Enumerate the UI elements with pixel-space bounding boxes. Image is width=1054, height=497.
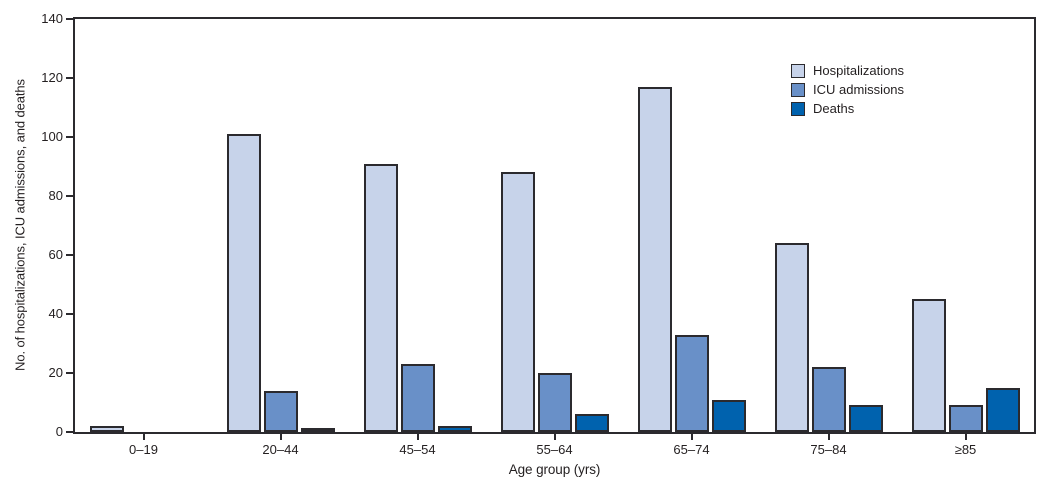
y-tick-mark: [66, 195, 73, 197]
y-tick-label: 80: [48, 188, 63, 203]
y-tick-label: 60: [48, 247, 63, 262]
deaths-swatch-icon: [791, 101, 805, 116]
y-tick-label: 120: [41, 70, 63, 85]
legend-label: Hospitalizations: [813, 63, 905, 78]
y-tick-mark: [66, 77, 73, 79]
bar-hospitalizations: [89, 426, 124, 432]
y-tick-label: 40: [48, 306, 63, 321]
y-tick-mark: [66, 372, 73, 374]
bar-deaths: [711, 399, 746, 432]
x-tick-label: 75–84: [810, 442, 847, 457]
y-tick-label: 0: [55, 424, 63, 439]
x-tick-mark: [964, 434, 967, 440]
y-axis-title: No. of hospitalizations, ICU admissions,…: [12, 79, 28, 371]
x-tick-mark: [553, 434, 556, 440]
bar-icu-admissions: [263, 390, 298, 432]
x-tick-label: 45–54: [399, 442, 436, 457]
y-tick-label: 140: [41, 11, 63, 26]
x-tick-label: 0–19: [129, 442, 158, 457]
icu-admissions-swatch-icon: [791, 82, 805, 97]
bar-deaths: [300, 428, 335, 432]
x-tick-mark: [690, 434, 693, 440]
bar-hospitalizations: [226, 134, 261, 432]
legend-item-deaths: Deaths: [791, 99, 904, 118]
bar-icu-admissions: [811, 367, 846, 432]
bar-hospitalizations: [363, 163, 398, 432]
legend-label: Deaths: [813, 101, 855, 116]
x-tick-label: 65–74: [673, 442, 710, 457]
legend-item-hospitalizations: Hospitalizations: [791, 61, 904, 80]
bar-icu-admissions: [537, 373, 572, 432]
x-tick-label: 20–44: [262, 442, 299, 457]
bar-hospitalizations: [774, 243, 809, 432]
bar-hospitalizations: [500, 172, 535, 432]
y-tick-mark: [66, 313, 73, 315]
legend-label: ICU admissions: [813, 82, 905, 97]
y-tick-mark: [66, 136, 73, 138]
x-tick-label: ≥85: [954, 442, 977, 457]
bar-icu-admissions: [400, 364, 435, 432]
y-tick-label: 20: [48, 365, 63, 380]
x-tick-mark: [142, 434, 145, 440]
legend: Hospitalizations ICU admissions Deaths: [791, 61, 904, 118]
bar-hospitalizations: [637, 86, 672, 432]
bar-deaths: [848, 405, 883, 432]
y-tick-label: 100: [41, 129, 63, 144]
x-tick-mark: [416, 434, 419, 440]
bar-deaths: [985, 387, 1020, 432]
y-tick-mark: [66, 18, 73, 20]
x-tick-mark: [827, 434, 830, 440]
legend-item-icu-admissions: ICU admissions: [791, 80, 904, 99]
y-tick-mark: [66, 431, 73, 433]
hospitalizations-swatch-icon: [791, 63, 805, 78]
x-tick-label: 55–64: [536, 442, 573, 457]
plot-area: Hospitalizations ICU admissions Deaths 0…: [41, 11, 1036, 457]
bar-deaths: [437, 426, 472, 432]
bar-icu-admissions: [948, 405, 983, 432]
x-tick-mark: [279, 434, 282, 440]
bar-deaths: [574, 414, 609, 432]
x-axis-title: Age group (yrs): [508, 462, 601, 477]
y-tick-mark: [66, 254, 73, 256]
bar-icu-admissions: [674, 334, 709, 432]
bar-hospitalizations: [911, 299, 946, 432]
